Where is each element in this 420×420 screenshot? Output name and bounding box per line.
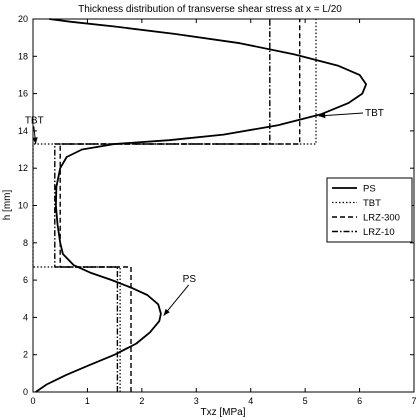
annotation-arrowhead [318,112,326,119]
annotation-label: PS [183,274,197,285]
series-line-tbt [32,19,317,392]
y-axis-label: h [mm] [2,190,13,221]
legend-label: TBT [363,198,381,209]
y-tick-label: 2 [23,350,28,360]
y-tick-label: 10 [18,201,28,211]
legend: PS TBT LRZ-300 LRZ-10 [326,177,413,243]
annotation-arrow [163,284,190,316]
x-tick-label: 2 [139,396,144,406]
annotation-label: TBT [365,108,384,119]
annotation-arrow [318,112,364,117]
annotation-arrowhead [163,308,170,316]
series-line-ps [35,18,368,393]
annotations: TBT TBT PS [25,108,384,316]
y-tick-label: 18 [18,51,28,61]
y-tick-label: 6 [23,275,28,285]
y-tick-label: 12 [18,163,28,173]
legend-label: LRZ-10 [363,227,395,238]
y-tick-label: 20 [18,14,28,24]
chart-title: Thickness distribution of transverse she… [78,4,342,15]
x-tick-label: 6 [357,396,362,406]
annotation-arrowhead [32,137,38,144]
series-layer [32,18,368,393]
series-line-lrz-10 [54,19,271,392]
y-tick-label: 14 [18,126,28,136]
x-tick-label: 7 [411,396,416,406]
y-tick-label: 4 [23,312,28,322]
legend-label: LRZ-300 [363,213,400,224]
x-tick-label: 1 [85,396,90,406]
legend-label: PS [363,184,376,195]
y-tick-label: 16 [18,89,28,99]
x-tick-label: 5 [303,396,308,406]
series-line-lrz-300 [59,19,301,392]
x-axis-label: Txz [MPa] [200,407,245,418]
x-tick-label: 4 [248,396,253,406]
y-tick-label: 8 [23,238,28,248]
x-tick-label: 0 [30,396,35,406]
y-tick-label: 0 [23,387,28,397]
x-tick-label: 3 [194,396,199,406]
annotation-label: TBT [25,115,44,126]
